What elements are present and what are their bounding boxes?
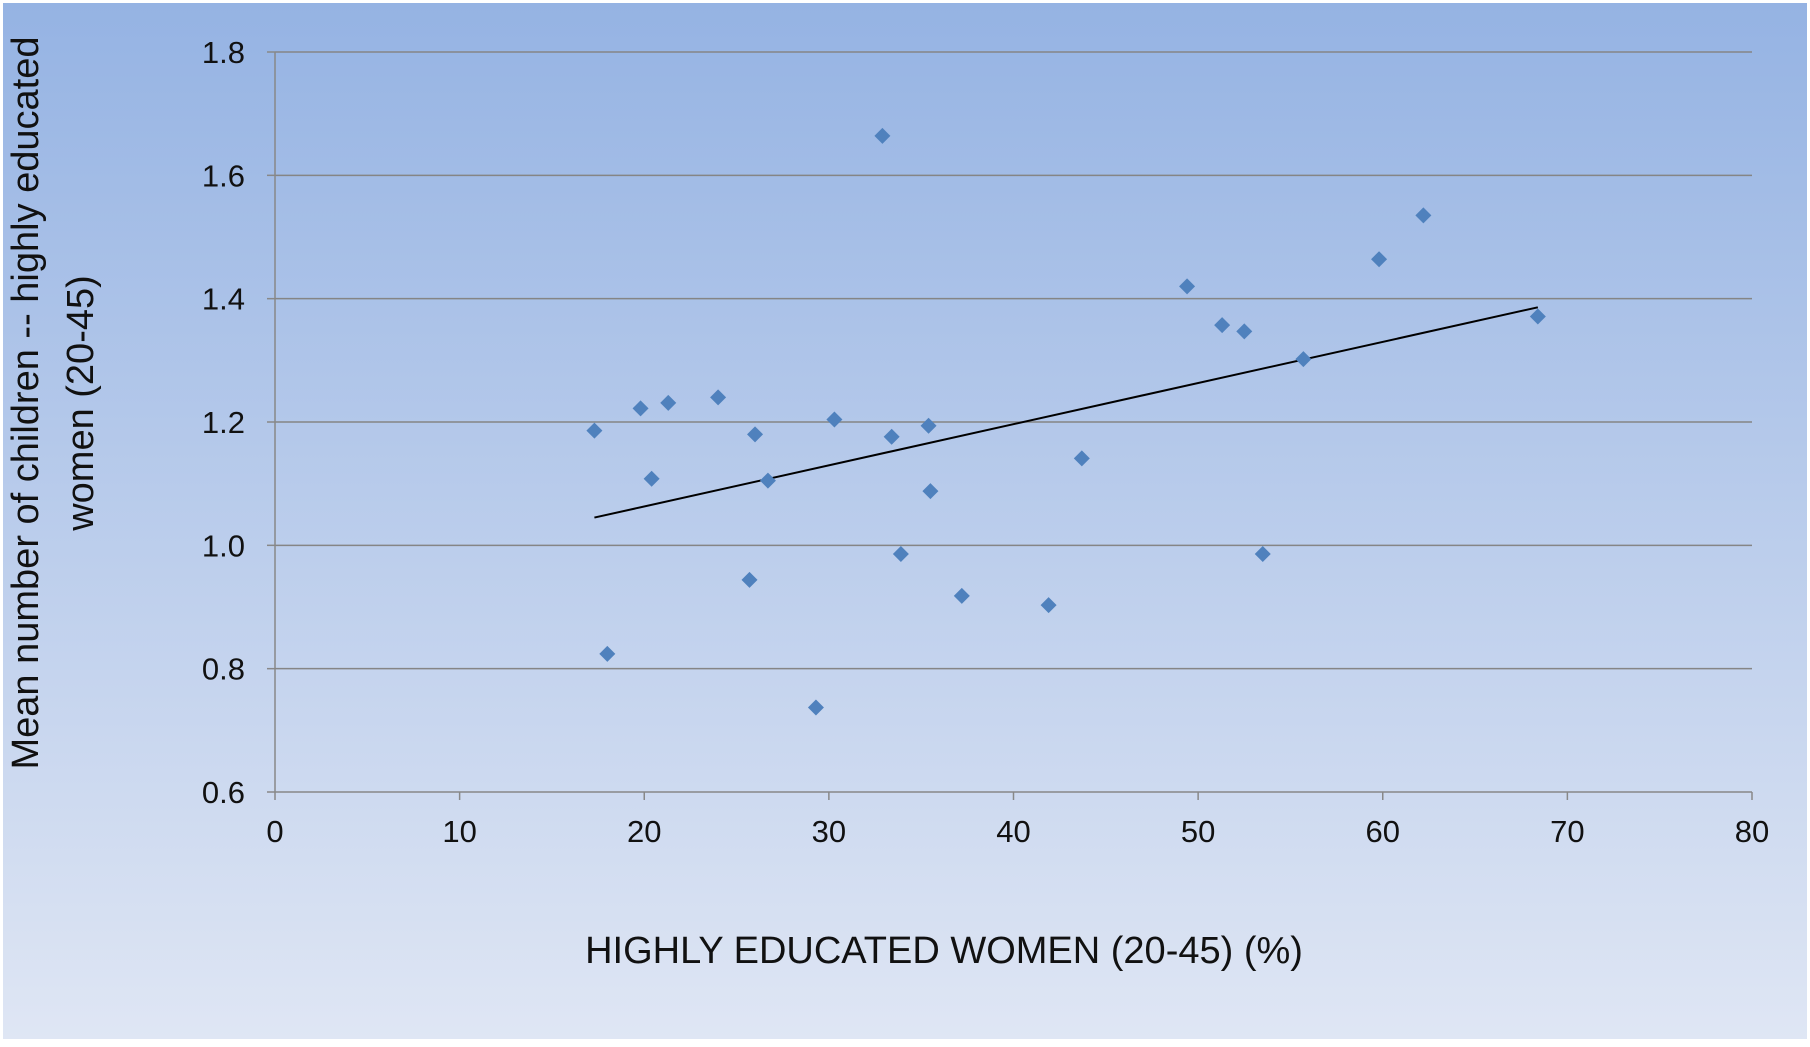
data-point-marker bbox=[1073, 450, 1090, 467]
x-tick-label: 80 bbox=[1735, 814, 1769, 849]
data-point-marker bbox=[741, 571, 758, 588]
chart-background bbox=[3, 3, 1807, 1039]
x-tick-label: 60 bbox=[1366, 814, 1400, 849]
x-axis-title: HIGHLY EDUCATED WOMEN (20-45) (%) bbox=[585, 930, 1303, 972]
y-axis-title-line-1: Mean number of children -- highly educat… bbox=[5, 37, 47, 770]
x-tick-label: 30 bbox=[812, 814, 846, 849]
data-point-marker bbox=[759, 472, 776, 489]
trendline-layer bbox=[594, 306, 1539, 519]
data-point-marker bbox=[660, 394, 677, 411]
data-point-marker bbox=[1295, 351, 1312, 368]
trendline bbox=[594, 306, 1539, 519]
data-point-marker bbox=[1236, 323, 1253, 340]
data-point-marker bbox=[599, 645, 616, 662]
data-point-marker bbox=[920, 417, 937, 434]
y-axis-title-line-2: women (20-45) bbox=[60, 275, 102, 532]
data-point-marker bbox=[883, 428, 900, 445]
data-point-marker bbox=[1179, 278, 1196, 295]
data-point-marker bbox=[1415, 207, 1432, 224]
y-tick-label: 0.6 bbox=[202, 775, 245, 810]
x-tick-label: 40 bbox=[996, 814, 1030, 849]
y-axis-title: Mean number of children -- highly educat… bbox=[5, 37, 102, 770]
data-point-marker bbox=[1529, 308, 1546, 325]
data-point-marker bbox=[874, 127, 891, 144]
data-point-marker bbox=[643, 470, 660, 487]
data-point-marker bbox=[892, 545, 909, 562]
data-point-marker bbox=[632, 400, 649, 417]
data-point-marker bbox=[710, 389, 727, 406]
x-tick-label: 50 bbox=[1181, 814, 1215, 849]
tick-labels: 0.6 0.8 1.0 1.2 1.4 1.6 1.8 0 10 20 30 40 50 60 70 80 bbox=[202, 35, 1769, 849]
x-tick-label: 0 bbox=[266, 814, 283, 849]
data-point-marker bbox=[922, 483, 939, 500]
y-tick-label: 1.2 bbox=[202, 405, 245, 440]
y-tick-label: 1.6 bbox=[202, 158, 245, 193]
x-tick-label: 20 bbox=[627, 814, 661, 849]
data-point-marker bbox=[586, 422, 603, 439]
y-tick-label: 1.0 bbox=[202, 528, 245, 563]
data-points bbox=[586, 127, 1546, 716]
x-tick-label: 70 bbox=[1550, 814, 1584, 849]
x-tick-label: 10 bbox=[442, 814, 476, 849]
data-point-marker bbox=[1254, 545, 1271, 562]
y-tick-label: 0.8 bbox=[202, 652, 245, 687]
data-point-marker bbox=[807, 699, 824, 716]
data-point-marker bbox=[1040, 597, 1057, 614]
data-point-marker bbox=[1214, 317, 1231, 334]
axes bbox=[267, 51, 1753, 800]
data-point-marker bbox=[826, 411, 843, 428]
data-point-marker bbox=[747, 426, 764, 443]
data-point-marker bbox=[953, 587, 970, 604]
data-point-marker bbox=[1371, 251, 1388, 268]
y-tick-label: 1.4 bbox=[202, 282, 245, 317]
y-tick-label: 1.8 bbox=[202, 35, 245, 70]
gridlines bbox=[275, 51, 1752, 670]
